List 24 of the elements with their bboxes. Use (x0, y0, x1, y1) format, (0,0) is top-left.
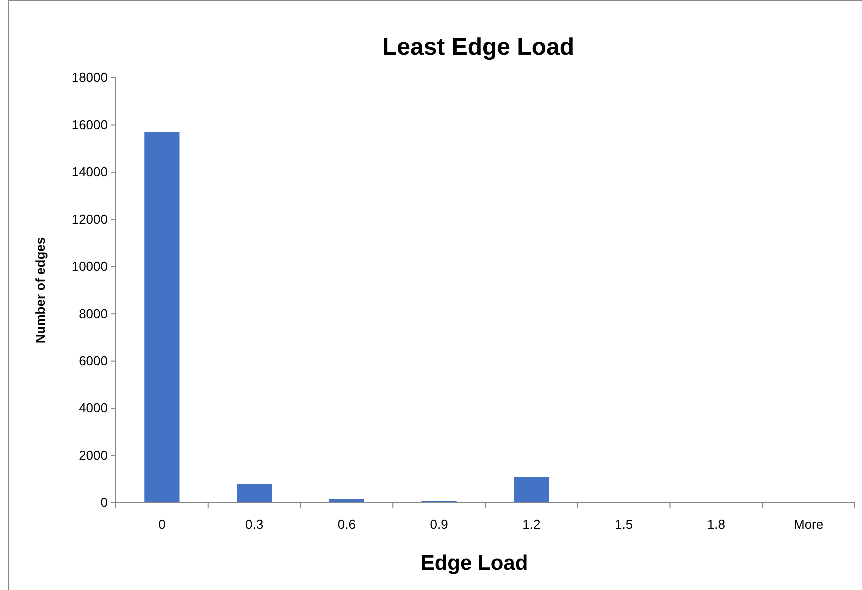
bar (514, 477, 550, 503)
y-tick-label: 2000 (79, 448, 108, 463)
bar (237, 484, 272, 503)
x-tick-label: 1.8 (707, 517, 726, 532)
x-axis-title: Edge Load (420, 552, 528, 575)
y-tick-label: 8000 (79, 306, 108, 322)
y-tick-label: 14000 (72, 164, 108, 180)
y-tick-label: 4000 (79, 400, 108, 416)
x-tick-label: 0.3 (246, 517, 264, 532)
y-tick-label: 0 (100, 495, 108, 510)
y-tick-label: 10000 (72, 259, 108, 274)
y-tick-label: 16000 (72, 117, 108, 132)
chart-title: Least Edge Load (382, 34, 575, 61)
bar (144, 132, 180, 503)
y-tick-label: 18000 (72, 70, 108, 86)
y-axis-title: Number of edges (33, 237, 48, 344)
x-tick-label: More (794, 517, 824, 532)
x-tick-label: 0.9 (430, 517, 448, 532)
x-tick-label: 0 (158, 517, 166, 532)
y-tick-label: 6000 (79, 353, 108, 368)
x-tick-label: 0.6 (338, 517, 356, 532)
x-tick-label: 1.5 (615, 517, 634, 532)
x-tick-label: 1.2 (522, 517, 541, 532)
y-tick-label: 12000 (72, 212, 108, 227)
